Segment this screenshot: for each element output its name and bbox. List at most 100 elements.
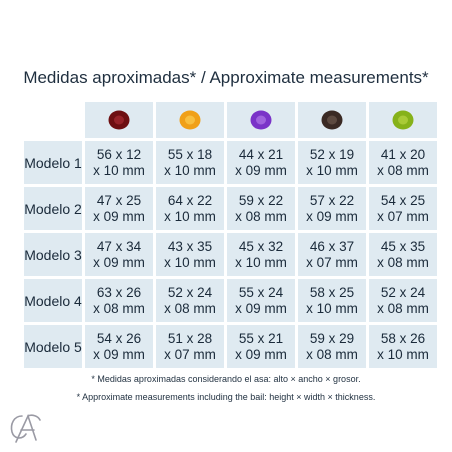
measurement-cell: 55 x 21 x 09 mm xyxy=(227,325,295,368)
thickness-text: x 10 mm xyxy=(164,254,216,270)
footnote-spanish: * Medidas aproximadas considerando el as… xyxy=(91,374,361,384)
garnet-gem-icon xyxy=(108,110,130,130)
thickness-text: x 08 mm xyxy=(164,300,216,316)
dimensions-text: 55 x 18 xyxy=(167,146,213,162)
measurement-cell: 51 x 28 x 07 mm xyxy=(156,325,224,368)
brand-logo xyxy=(6,410,46,451)
header-corner xyxy=(24,102,82,138)
thickness-text: x 10 mm xyxy=(306,162,358,178)
dimensions-text: 45 x 35 xyxy=(380,238,426,254)
thickness-text: x 09 mm xyxy=(93,208,145,224)
thickness-text: x 10 mm xyxy=(306,300,358,316)
thickness-text: x 08 mm xyxy=(306,346,358,362)
measurement-cell: 47 x 25 x 09 mm xyxy=(85,187,153,230)
gem-cell-3 xyxy=(227,102,295,138)
footnote-english: * Approximate measurements including the… xyxy=(76,392,376,402)
measurement-cell: 52 x 19 x 10 mm xyxy=(298,141,366,184)
dimensions-text: 47 x 34 xyxy=(96,238,142,254)
measurement-cell: 59 x 22 x 08 mm xyxy=(227,187,295,230)
brand-logo-icon xyxy=(10,413,41,443)
row-label: Modelo 4 xyxy=(24,279,82,322)
thickness-text: x 07 mm xyxy=(164,346,216,362)
table-row: Modelo 1 56 x 12 x 10 mm 55 x 18 x 10 mm 4… xyxy=(24,141,437,184)
dimensions-text: 47 x 25 xyxy=(96,192,142,208)
row-label: Modelo 5 xyxy=(24,325,82,368)
measurement-cell: 54 x 26 x 09 mm xyxy=(85,325,153,368)
thickness-text: x 09 mm xyxy=(93,346,145,362)
dimensions-text: 64 x 22 xyxy=(167,192,213,208)
dimensions-text: 45 x 32 xyxy=(238,238,284,254)
dimensions-text: 52 x 24 xyxy=(380,284,426,300)
thickness-text: x 09 mm xyxy=(235,162,287,178)
page-title: Medidas aproximadas* / Approximate measu… xyxy=(23,68,429,87)
measurement-cell: 57 x 22 x 09 mm xyxy=(298,187,366,230)
measurement-cell: 45 x 35 x 08 mm xyxy=(369,233,437,276)
thickness-text: x 09 mm xyxy=(306,208,358,224)
thickness-text: x 09 mm xyxy=(235,346,287,362)
dimensions-text: 59 x 22 xyxy=(238,192,284,208)
row-label: Modelo 3 xyxy=(24,233,82,276)
smoky-quartz-gem-icon xyxy=(321,110,343,130)
citrine-gem-icon xyxy=(179,110,201,130)
dimensions-text: 58 x 26 xyxy=(380,330,426,346)
dimensions-text: 43 x 35 xyxy=(167,238,213,254)
measurement-cell: 44 x 21 x 09 mm xyxy=(227,141,295,184)
dimensions-text: 55 x 21 xyxy=(238,330,284,346)
thickness-text: x 07 mm xyxy=(377,208,429,224)
measurement-cell: 47 x 34 x 09 mm xyxy=(85,233,153,276)
dimensions-text: 44 x 21 xyxy=(238,146,284,162)
dimensions-text: 58 x 25 xyxy=(309,284,355,300)
gem-cell-2 xyxy=(156,102,224,138)
thickness-text: x 07 mm xyxy=(306,254,358,270)
dimensions-text: 56 x 12 xyxy=(96,146,142,162)
measurement-cell: 45 x 32 x 10 mm xyxy=(227,233,295,276)
table-row: Modelo 3 47 x 34 x 09 mm 43 x 35 x 10 mm 4… xyxy=(24,233,437,276)
dimensions-text: 52 x 19 xyxy=(309,146,355,162)
thickness-text: x 08 mm xyxy=(93,300,145,316)
thickness-text: x 10 mm xyxy=(164,162,216,178)
measurement-cell: 54 x 25 x 07 mm xyxy=(369,187,437,230)
measurement-cell: 58 x 25 x 10 mm xyxy=(298,279,366,322)
thickness-text: x 10 mm xyxy=(235,254,287,270)
measurement-cell: 52 x 24 x 08 mm xyxy=(156,279,224,322)
thickness-text: x 10 mm xyxy=(164,208,216,224)
measurement-cell: 46 x 37 x 07 mm xyxy=(298,233,366,276)
peridot-gem-icon xyxy=(392,110,414,130)
measurement-cell: 63 x 26 x 08 mm xyxy=(85,279,153,322)
thickness-text: x 10 mm xyxy=(377,346,429,362)
thickness-text: x 08 mm xyxy=(377,300,429,316)
dimensions-text: 57 x 22 xyxy=(309,192,355,208)
table-row: Modelo 5 54 x 26 x 09 mm 51 x 28 x 07 mm 5… xyxy=(24,325,437,368)
gem-cell-5 xyxy=(369,102,437,138)
measurement-cell: 41 x 20 x 08 mm xyxy=(369,141,437,184)
thickness-text: x 08 mm xyxy=(377,162,429,178)
measurements-table: Modelo 1 56 x 12 x 10 mm 55 x 18 x 10 mm 4… xyxy=(21,99,440,371)
measurement-cell: 52 x 24 x 08 mm xyxy=(369,279,437,322)
table-row: Modelo 2 47 x 25 x 09 mm 64 x 22 x 10 mm 5… xyxy=(24,187,437,230)
row-label: Modelo 1 xyxy=(24,141,82,184)
dimensions-text: 52 x 24 xyxy=(167,284,213,300)
dimensions-text: 54 x 26 xyxy=(96,330,142,346)
dimensions-text: 51 x 28 xyxy=(167,330,213,346)
thickness-text: x 08 mm xyxy=(235,208,287,224)
dimensions-text: 63 x 26 xyxy=(96,284,142,300)
thickness-text: x 10 mm xyxy=(93,162,145,178)
table-row: Modelo 4 63 x 26 x 08 mm 52 x 24 x 08 mm 5… xyxy=(24,279,437,322)
measurement-cell: 58 x 26 x 10 mm xyxy=(369,325,437,368)
measurement-cell: 64 x 22 x 10 mm xyxy=(156,187,224,230)
gem-cell-4 xyxy=(298,102,366,138)
dimensions-text: 59 x 29 xyxy=(309,330,355,346)
thickness-text: x 09 mm xyxy=(93,254,145,270)
dimensions-text: 55 x 24 xyxy=(238,284,284,300)
thickness-text: x 08 mm xyxy=(377,254,429,270)
dimensions-text: 54 x 25 xyxy=(380,192,426,208)
row-label: Modelo 2 xyxy=(24,187,82,230)
thickness-text: x 09 mm xyxy=(235,300,287,316)
measurement-cell: 43 x 35 x 10 mm xyxy=(156,233,224,276)
gem-header-row xyxy=(24,102,437,138)
amethyst-gem-icon xyxy=(250,110,272,130)
measurement-cell: 55 x 18 x 10 mm xyxy=(156,141,224,184)
measurement-cell: 56 x 12 x 10 mm xyxy=(85,141,153,184)
dimensions-text: 46 x 37 xyxy=(309,238,355,254)
gem-cell-1 xyxy=(85,102,153,138)
